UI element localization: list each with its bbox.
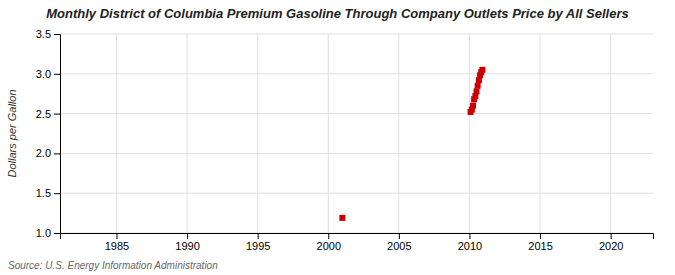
- point: [339, 215, 345, 221]
- x-axis-tick-mark: [328, 233, 329, 239]
- x-axis-tick: 1995: [246, 233, 270, 252]
- x-axis-tick: 2010: [458, 233, 482, 252]
- point: [475, 83, 481, 89]
- x-axis-tick: 2015: [528, 233, 552, 252]
- x-axis-tick: 2000: [317, 233, 341, 252]
- grid-line: [60, 34, 653, 35]
- y-axis-tick-label: 3.5: [36, 28, 51, 40]
- y-axis-title: Dollars per Gallon: [6, 89, 18, 177]
- y-axis-tick-mark: [54, 114, 60, 115]
- x-axis-tick: 2020: [599, 233, 623, 252]
- x-axis-tick-mark: [187, 233, 188, 239]
- y-axis-tick-mark: [54, 34, 60, 35]
- plot: 1985 1990 1995 2000 2005 2010 2015 2020 1.0 1.5 2.…: [36, 28, 654, 252]
- grid-line: [540, 34, 541, 233]
- y-axis-tick: 2.0: [36, 147, 60, 159]
- x-axis-tick: 1985: [105, 233, 129, 252]
- x-axis-tick-label: 2015: [528, 240, 552, 252]
- y-axis-tick-label: 3.0: [36, 68, 51, 80]
- grid-line: [187, 34, 188, 233]
- grid-line: [60, 73, 653, 74]
- title: Monthly District of Columbia Premium Gas…: [46, 6, 628, 21]
- grid-line: [60, 153, 653, 154]
- x-axis-tick-label: 1995: [246, 240, 270, 252]
- y-axis-tick-label: 1.0: [36, 227, 51, 239]
- x-axis-tick-label: 2010: [458, 240, 482, 252]
- point: [474, 88, 480, 94]
- y-axis: 1.0 1.5 2.0 2.5 3.0 3.5: [36, 28, 61, 239]
- x-axis-tick-mark: [258, 233, 259, 239]
- y-axis-tick: 3.5: [36, 28, 60, 40]
- grid-line: [60, 193, 653, 194]
- point: [470, 103, 476, 109]
- x-axis-tick-label: 1990: [175, 240, 199, 252]
- y-axis-line: [54, 35, 61, 234]
- x-axis-line: [61, 234, 654, 240]
- x-axis-tick: 1990: [175, 233, 199, 252]
- x-axis: 1985 1990 1995 2000 2005 2010 2015 2020: [61, 233, 654, 252]
- grid-line: [469, 34, 470, 233]
- x-axis-tick: 2005: [387, 233, 411, 252]
- y-axis-tick: 2.5: [36, 108, 60, 120]
- point: [479, 67, 485, 73]
- x-axis-tick-label: 2000: [317, 240, 341, 252]
- y-axis-tick-label: 2.5: [36, 108, 51, 120]
- grid-line: [257, 34, 258, 233]
- x-axis-tick-mark: [611, 233, 612, 239]
- title-line: Monthly District of Columbia Premium Gas…: [46, 6, 628, 21]
- x-axis-tick-mark: [116, 233, 117, 239]
- x-axis-tick-mark: [469, 233, 470, 239]
- points: [339, 67, 485, 221]
- x-axis-tick-label: 1985: [105, 240, 129, 252]
- grid: [60, 34, 653, 233]
- y-axis-tick-mark: [54, 74, 60, 75]
- y-axis-tick-label: 1.5: [36, 187, 51, 199]
- y-axis-tick-label: 2.0: [36, 147, 51, 159]
- x-axis-tick-mark: [399, 233, 400, 239]
- x-axis-tick-label: 2005: [387, 240, 411, 252]
- grid-line: [60, 113, 653, 114]
- y-axis-tick-mark: [54, 193, 60, 194]
- grid-line: [116, 34, 117, 233]
- x-axis-tick-mark: [540, 233, 541, 239]
- y-axis-tick: 1.5: [36, 187, 60, 199]
- grid-line: [610, 34, 611, 233]
- chart: Monthly District of Columbia Premium Gas…: [0, 0, 675, 275]
- y-axis-tick: 1.0: [36, 227, 60, 239]
- annotation: Source: U.S. Energy Information Administ…: [8, 260, 218, 271]
- y-axis-tick: 3.0: [36, 68, 60, 80]
- grid-line: [398, 34, 399, 233]
- y-axis-tick-mark: [54, 233, 60, 234]
- x-axis-tick-label: 2020: [599, 240, 623, 252]
- y-axis-tick-mark: [54, 153, 60, 154]
- grid-line: [328, 34, 329, 233]
